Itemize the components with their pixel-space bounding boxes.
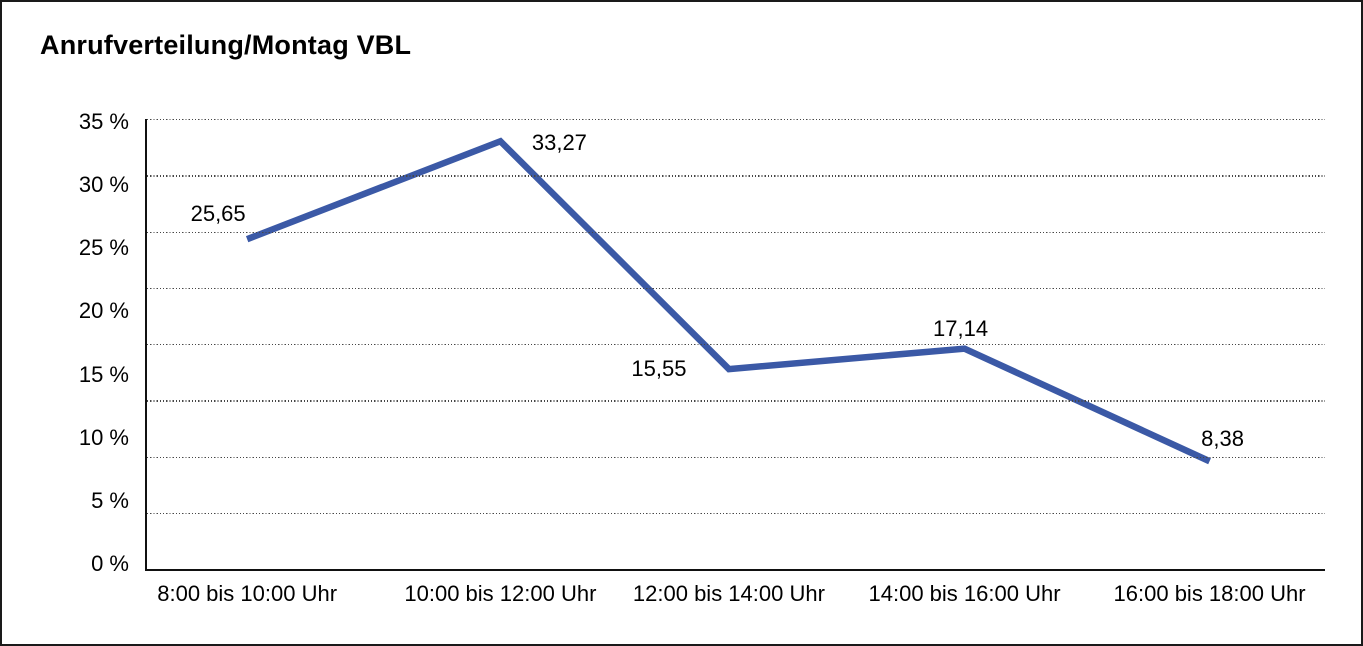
data-value-label: 33,27 <box>531 130 587 156</box>
data-value-label: 17,14 <box>933 315 989 341</box>
plot-area: 35 % 30 % 25 % 20 % 15 % 10 % 5 % 0 % 8:00 bis 1… <box>79 109 1325 606</box>
gridline <box>147 344 1325 346</box>
y-axis-tick-label: 5 % <box>91 487 129 513</box>
gridline <box>147 456 1325 458</box>
x-axis-tick-label: 16:00 bis 18:00 Uhr <box>1113 581 1306 606</box>
series-polyline <box>245 137 1211 465</box>
y-axis-tick-label: 20 % <box>78 298 129 324</box>
y-axis-tick-label: 10 % <box>78 424 129 450</box>
y-axis-tick-label: 0 % <box>91 551 129 576</box>
gridline <box>147 231 1325 233</box>
data-value-label: 15,55 <box>631 356 687 382</box>
x-axis-tick-label: 12:00 bis 14:00 Uhr <box>632 581 825 606</box>
gridline <box>147 512 1325 515</box>
y-axis-tick-label: 30 % <box>78 172 129 198</box>
x-axis-tick-label: 14:00 bis 16:00 Uhr <box>868 581 1061 606</box>
gridline <box>147 175 1325 177</box>
x-axis-line <box>145 569 1325 571</box>
y-axis-tick-label: 15 % <box>78 361 129 387</box>
chart-title: Anrufverteilung/Montag VBL <box>40 30 412 60</box>
y-axis-tick-label: 25 % <box>78 235 129 261</box>
x-axis-tick-label: 8:00 bis 10:00 Uhr <box>157 581 338 606</box>
data-value-label: 25,65 <box>190 201 246 227</box>
line-series <box>245 137 1211 465</box>
y-axis-line <box>145 119 147 571</box>
gridline <box>147 400 1325 402</box>
y-axis-tick-label: 35 % <box>78 109 129 134</box>
gridline <box>147 287 1325 290</box>
data-value-label: 8,38 <box>1201 426 1244 452</box>
x-axis-tick-label: 10:00 bis 12:00 Uhr <box>404 581 597 606</box>
gridline <box>147 119 1325 121</box>
